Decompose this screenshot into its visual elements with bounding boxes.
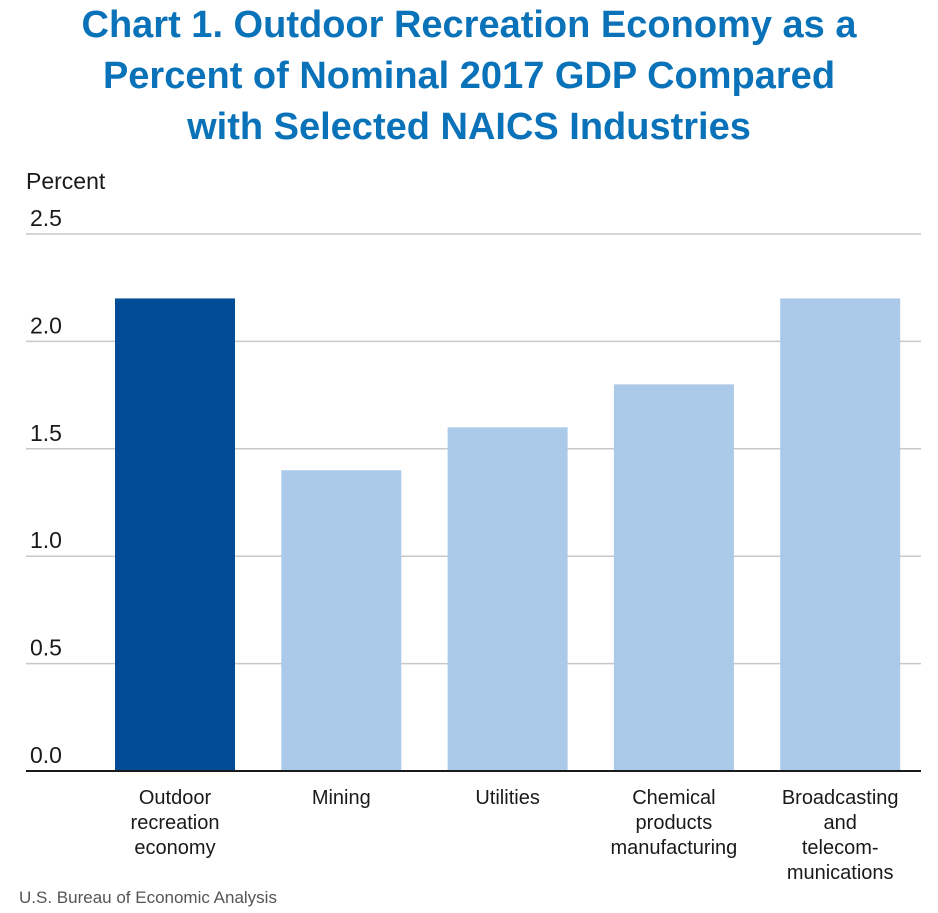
- y-tick-label: 0.5: [30, 635, 62, 661]
- x-category-label: Mining: [312, 787, 371, 809]
- y-tick-label: 2.0: [30, 312, 62, 338]
- bar: [281, 470, 402, 771]
- x-category-label-line: telecom-: [802, 837, 879, 859]
- x-category-label: Broadcasting and telecom-munications: [782, 787, 899, 884]
- bar: [780, 298, 901, 771]
- y-tick-label: 1.5: [30, 420, 62, 446]
- x-category-label-line: munications: [787, 862, 894, 884]
- y-tick-label: 0.0: [30, 742, 62, 768]
- x-category-label-line: Outdoor: [139, 787, 212, 809]
- chart-title-line-3: with Selected NAICS Industries: [187, 106, 751, 148]
- y-tick-label: 1.0: [30, 527, 62, 553]
- bar: [115, 298, 235, 771]
- chart-title: Chart 1. Outdoor Recreation Economy as a…: [0, 0, 938, 153]
- x-category-label: Chemical products manufacturing: [611, 787, 738, 859]
- source-note: U.S. Bureau of Economic Analysis: [19, 888, 277, 907]
- x-category-label-line: manufacturing: [611, 837, 738, 859]
- y-axis-label: Percent: [26, 168, 106, 194]
- chart-title-line-1: Chart 1. Outdoor Recreation Economy as a: [81, 4, 857, 46]
- x-category-label-line: Broadcasting: [782, 787, 899, 809]
- x-category-label-line: Chemical: [632, 787, 715, 809]
- x-category-label-line: and: [824, 812, 857, 834]
- bar: [613, 384, 734, 771]
- x-category-label: Utilities: [475, 787, 539, 809]
- x-category-label-line: economy: [134, 837, 215, 859]
- chart-title-line-2: Percent of Nominal 2017 GDP Compared: [102, 55, 836, 97]
- x-category-label-line: Mining: [312, 787, 371, 809]
- x-category-label-line: recreation: [131, 812, 220, 834]
- x-category-label-line: products: [636, 812, 713, 834]
- x-category-label: Outdoor recreation economy: [131, 787, 220, 859]
- x-category-label-line: Utilities: [475, 787, 539, 809]
- bar: [447, 427, 568, 771]
- y-tick-label: 2.5: [30, 205, 62, 231]
